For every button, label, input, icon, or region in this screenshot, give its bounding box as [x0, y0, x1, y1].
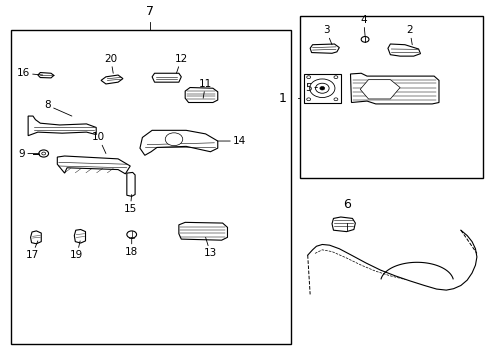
Circle shape — [41, 152, 45, 155]
Text: 16: 16 — [17, 68, 42, 78]
Text: 6: 6 — [342, 198, 350, 211]
Polygon shape — [350, 73, 438, 104]
Polygon shape — [304, 74, 340, 103]
Text: 3: 3 — [322, 26, 331, 45]
Polygon shape — [140, 130, 217, 155]
Text: 12: 12 — [174, 54, 187, 73]
Polygon shape — [185, 87, 217, 103]
Text: 11: 11 — [199, 79, 212, 98]
Circle shape — [126, 231, 136, 238]
Circle shape — [306, 76, 310, 78]
Polygon shape — [57, 156, 130, 174]
Polygon shape — [38, 73, 54, 78]
Text: 5: 5 — [305, 82, 317, 93]
Text: 20: 20 — [104, 54, 117, 73]
Polygon shape — [28, 116, 96, 136]
Text: 17: 17 — [25, 241, 39, 260]
Text: 14: 14 — [217, 136, 246, 146]
Circle shape — [306, 98, 310, 101]
Polygon shape — [360, 80, 399, 99]
Polygon shape — [30, 231, 41, 244]
Text: 19: 19 — [70, 241, 83, 260]
Polygon shape — [179, 222, 227, 240]
Circle shape — [165, 133, 183, 146]
Polygon shape — [331, 217, 355, 231]
Text: 4: 4 — [360, 15, 366, 36]
Circle shape — [333, 76, 337, 78]
Bar — [11, 31, 290, 345]
Polygon shape — [309, 44, 339, 53]
Text: 1: 1 — [278, 92, 286, 105]
Circle shape — [315, 83, 328, 93]
Polygon shape — [101, 75, 122, 84]
Circle shape — [309, 79, 334, 98]
Text: 2: 2 — [406, 26, 412, 45]
Bar — [300, 16, 482, 179]
Text: 13: 13 — [203, 237, 217, 258]
Polygon shape — [152, 73, 181, 82]
Polygon shape — [126, 172, 135, 196]
Circle shape — [319, 86, 324, 90]
Circle shape — [333, 98, 337, 101]
Text: 9: 9 — [19, 149, 39, 158]
Text: 15: 15 — [123, 194, 137, 214]
Polygon shape — [387, 44, 420, 56]
Text: 18: 18 — [125, 237, 138, 257]
Polygon shape — [74, 229, 85, 243]
Text: 7: 7 — [145, 5, 153, 18]
Circle shape — [361, 36, 368, 42]
Text: 10: 10 — [92, 132, 106, 153]
Text: 8: 8 — [44, 100, 72, 116]
Circle shape — [39, 150, 48, 157]
